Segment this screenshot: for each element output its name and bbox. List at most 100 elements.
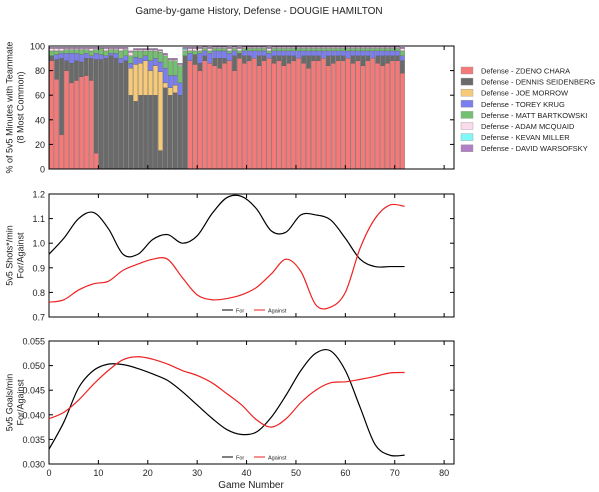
bar-matt-bartkowski <box>286 48 292 52</box>
bar-matt-bartkowski <box>350 48 356 52</box>
bar-zdeno-chara <box>400 72 405 170</box>
y-axis-label-text: 5v5 Shots*/minFor/Against <box>5 225 26 286</box>
bar-adam-mcquaid <box>360 47 366 49</box>
bar-matt-bartkowski <box>291 48 297 52</box>
bar-matt-bartkowski <box>320 48 326 52</box>
bar-zdeno-chara <box>187 60 193 170</box>
bar-zdeno-chara <box>271 63 277 170</box>
bar-torey-krug <box>232 50 237 56</box>
bar-david-warsofsky <box>162 53 168 55</box>
bar-dennis-seidenberg <box>390 55 395 61</box>
legend-label-against: Against <box>268 456 287 462</box>
bar-matt-bartkowski <box>217 48 223 52</box>
y-tick-label: 1.0 <box>32 239 45 249</box>
legend-swatch-torey-krug <box>460 100 474 108</box>
bar-adam-mcquaid <box>143 49 148 52</box>
bar-matt-bartkowski <box>266 50 272 54</box>
bar-torey-krug <box>108 53 114 56</box>
bar-dennis-seidenberg <box>335 55 341 61</box>
bar-matt-bartkowski <box>172 60 178 76</box>
bar-david-warsofsky <box>207 47 213 49</box>
bar-zdeno-chara <box>281 65 287 170</box>
bar-torey-krug <box>400 55 405 61</box>
bar-david-warsofsky <box>227 47 232 49</box>
bar-adam-mcquaid <box>291 47 297 49</box>
bar-matt-bartkowski <box>237 50 242 54</box>
bar-adam-mcquaid <box>187 48 193 52</box>
bar-dennis-seidenberg <box>83 58 89 76</box>
bar-david-warsofsky <box>83 47 89 49</box>
x-axis-label: Game Number <box>218 480 284 491</box>
bar-adam-mcquaid <box>335 47 341 49</box>
bar-joe-morrow <box>162 82 168 88</box>
bar-adam-mcquaid <box>222 47 227 49</box>
y-axis-ticks: 0.7 0.8 0.9 1.0 1.1 1.2 <box>32 190 454 323</box>
bar-dennis-seidenberg <box>261 55 267 61</box>
bar-torey-krug <box>78 54 84 63</box>
y-tick-label: 0 <box>40 165 45 175</box>
bar-torey-krug <box>330 50 336 56</box>
bar-david-warsofsky <box>192 47 198 49</box>
bar-david-warsofsky <box>98 47 104 49</box>
bar-zdeno-chara <box>395 60 400 170</box>
bar-matt-bartkowski <box>306 48 311 52</box>
bar-dennis-seidenberg <box>143 95 148 170</box>
bar-matt-bartkowski <box>88 50 94 56</box>
bar-matt-bartkowski <box>143 50 148 56</box>
bar-torey-krug <box>212 50 218 59</box>
bar-torey-krug <box>133 56 139 65</box>
y-axis-label-line: For/Against <box>16 232 26 279</box>
bar-torey-krug <box>74 53 79 61</box>
bar-matt-bartkowski <box>325 48 331 52</box>
bar-adam-mcquaid <box>49 48 55 52</box>
bar-torey-krug <box>162 67 168 84</box>
bar-adam-mcquaid <box>370 47 376 49</box>
bar-dennis-seidenberg <box>350 55 356 64</box>
bar-matt-bartkowski <box>316 48 321 52</box>
y-tick-label: 60 <box>35 91 45 101</box>
legend-label-for: For <box>236 456 244 462</box>
y-axis-label: 5v5 Shots*/minFor/Against <box>5 225 26 286</box>
bar-dennis-seidenberg <box>98 59 104 170</box>
bar-david-warsofsky <box>49 47 55 49</box>
bar-torey-krug <box>227 53 232 61</box>
legend-label-kevan-miller: Defense - KEVAN MILLER <box>481 133 570 142</box>
bar-zdeno-chara <box>350 63 356 170</box>
bar-zdeno-chara <box>385 63 390 170</box>
bar-adam-mcquaid <box>78 48 84 50</box>
bar-torey-krug <box>375 50 381 56</box>
line-area <box>48 194 405 310</box>
bar-torey-krug <box>59 53 64 59</box>
bar-torey-krug <box>291 50 297 56</box>
bar-torey-krug <box>148 60 153 71</box>
y-tick-label: 0.8 <box>32 288 45 298</box>
y-tick-label: 100 <box>30 42 45 52</box>
bar-david-warsofsky <box>93 47 99 49</box>
line-area <box>48 348 405 457</box>
bar-david-warsofsky <box>197 47 203 49</box>
bar-zdeno-chara <box>335 60 341 170</box>
bar-torey-krug <box>335 50 341 56</box>
bar-zdeno-chara <box>222 63 227 170</box>
bar-adam-mcquaid <box>197 48 203 52</box>
bar-zdeno-chara <box>74 80 79 170</box>
bar-adam-mcquaid <box>345 47 351 49</box>
bar-dennis-seidenberg <box>316 55 321 61</box>
bar-dennis-seidenberg <box>400 60 405 74</box>
bar-dennis-seidenberg <box>64 60 69 71</box>
bar-matt-bartkowski <box>69 49 74 54</box>
bar-dennis-seidenberg <box>365 55 371 61</box>
bar-dennis-seidenberg <box>330 55 336 64</box>
bar-matt-bartkowski <box>123 49 129 56</box>
bar-david-warsofsky <box>158 49 163 52</box>
bar-torey-krug <box>271 50 277 56</box>
y-axis-ticks: 0.030 0.035 0.040 0.045 0.050 0.055 <box>22 337 454 470</box>
bar-adam-mcquaid <box>281 47 287 49</box>
bar-adam-mcquaid <box>395 47 400 49</box>
bar-dennis-seidenberg <box>276 55 282 61</box>
bar-matt-bartkowski <box>271 48 277 52</box>
bar-joe-morrow <box>128 67 134 96</box>
bar-zdeno-chara <box>212 65 218 170</box>
bar-adam-mcquaid <box>54 48 60 52</box>
